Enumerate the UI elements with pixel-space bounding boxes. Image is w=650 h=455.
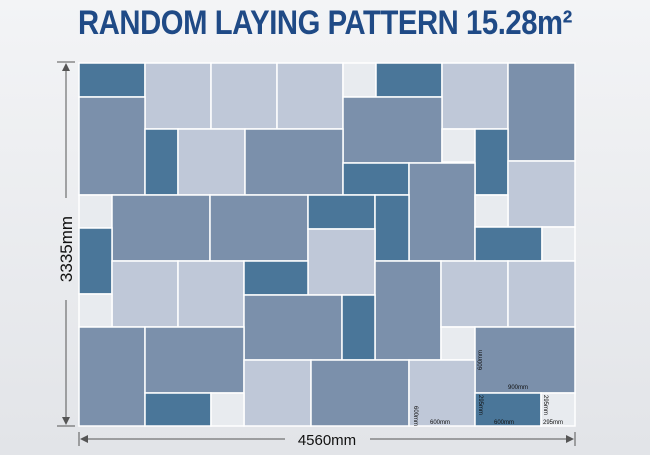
paving-tile — [78, 194, 113, 229]
paving-tile — [177, 128, 246, 196]
paving-tile — [78, 326, 146, 427]
tile-label-600-bottom-a: 600mm — [430, 420, 450, 426]
paving-tile — [341, 294, 376, 361]
paving-tile — [374, 194, 410, 262]
paving-tile — [210, 392, 245, 427]
paving-tile — [507, 260, 576, 328]
paving-tile — [474, 194, 509, 228]
paving-tile — [144, 62, 212, 130]
paving-tile — [144, 128, 179, 196]
paving-tile — [440, 260, 509, 328]
paving-tile — [243, 294, 343, 361]
tile-label-295-bottom: 295mm — [543, 420, 563, 426]
tile-label-600-bottom-b: 600mm — [494, 420, 514, 426]
paving-tile — [276, 62, 344, 130]
paving-tile — [307, 194, 376, 230]
paving-tile — [408, 359, 476, 427]
height-dimension: 3335mm — [57, 61, 76, 427]
paving-tile — [375, 62, 443, 98]
paving-tile — [78, 227, 113, 295]
paving-tile — [210, 62, 278, 130]
height-dimension-label: 3335mm — [57, 216, 76, 282]
paving-tile — [78, 96, 146, 196]
paving-tile — [78, 293, 113, 328]
page-title: RANDOM LAYING PATTERN 15.28m² — [78, 4, 572, 42]
paving-tile — [111, 260, 179, 328]
paving-tile — [408, 162, 476, 262]
paving-tile — [474, 128, 509, 196]
tile-label-600-vertical-a: 600mm — [478, 350, 484, 370]
paving-tile — [144, 392, 212, 427]
tile-label-295-vertical-a: 295mm — [477, 395, 483, 415]
tile-label-600-vertical-b: 600mm — [412, 406, 418, 426]
paving-tile — [474, 326, 576, 394]
paving-tile — [307, 228, 376, 296]
paving-tile — [342, 162, 410, 196]
width-dim-arrow-right — [566, 435, 574, 443]
paving-tile — [507, 62, 576, 162]
tile-annotations: 600mm 900mm 600mm 600mm 295mm 600mm 295m… — [412, 350, 563, 426]
tile-grid — [78, 62, 576, 427]
paving-tile — [177, 260, 245, 328]
height-dim-arrow-down — [62, 417, 70, 425]
paving-tile — [111, 194, 211, 262]
width-dim-arrow-left — [80, 435, 88, 443]
paving-tile — [342, 62, 377, 98]
width-dimension: 4560mm — [78, 432, 576, 449]
paving-tile — [440, 326, 476, 361]
paving-tile — [374, 260, 442, 361]
paving-tile — [540, 392, 576, 427]
paving-tile — [541, 226, 576, 262]
paving-tile — [78, 62, 146, 98]
paving-tile — [144, 326, 245, 394]
paving-tile — [209, 194, 309, 262]
paving-tile — [441, 62, 509, 130]
paving-tile — [474, 392, 542, 427]
paving-tile — [507, 160, 576, 228]
paving-tile — [474, 226, 543, 262]
width-dimension-label: 4560mm — [298, 432, 356, 449]
paving-tile — [310, 359, 410, 427]
tile-label-900: 900mm — [508, 385, 528, 391]
height-dim-arrow-up — [62, 63, 70, 71]
paving-tile — [244, 128, 344, 196]
paving-tile — [342, 96, 443, 164]
paving-tile — [243, 260, 309, 296]
paving-tile — [441, 128, 476, 163]
tile-label-295-vertical-b: 295mm — [542, 395, 548, 415]
paving-tile — [243, 359, 312, 427]
